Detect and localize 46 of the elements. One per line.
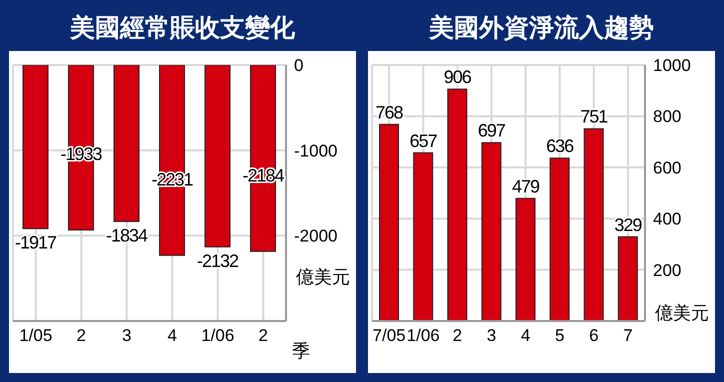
chart-title: 美國外資淨流入趨勢 [368, 9, 715, 51]
data-label: -2132 [196, 250, 240, 271]
bar [516, 198, 536, 321]
data-label: 906 [444, 67, 472, 88]
x-tick-label: 3 [486, 326, 496, 346]
chart-title: 美國經常賬收支變化 [9, 9, 356, 51]
y-tick-label: 200 [653, 260, 682, 280]
data-label: -1834 [106, 226, 148, 246]
x-tick-label: 1/05 [19, 326, 52, 346]
data-label: 657 [410, 130, 438, 151]
x-tick-label: 3 [122, 326, 132, 346]
y-tick-label: 600 [653, 158, 682, 178]
x-tick-label: 5 [554, 326, 564, 346]
bar [550, 158, 570, 321]
x-tick-label: 7/05 [372, 326, 406, 346]
data-label: 768 [375, 102, 404, 122]
y-tick-label: 0 [294, 56, 304, 76]
x-tick-label: 6 [589, 326, 599, 346]
bar [618, 236, 638, 321]
bar [481, 142, 502, 321]
x-tick-label: 1/06 [201, 326, 234, 346]
x-axis-title: 季 [292, 340, 310, 363]
data-label: 697 [478, 120, 506, 141]
x-tick-label: 2 [258, 326, 268, 346]
y-tick-label: 800 [653, 107, 682, 126]
x-tick-label: 4 [520, 326, 530, 346]
bar [413, 152, 434, 321]
data-label: -1917 [14, 232, 58, 253]
data-label: 329 [614, 214, 642, 235]
y-tick-label: 1000 [653, 56, 691, 76]
x-tick-label: 2 [452, 326, 462, 346]
y-axis-title: 億美元 [655, 302, 709, 325]
x-tick-label: 7 [623, 326, 633, 346]
data-label: 636 [546, 136, 574, 156]
x-tick-label: 2 [76, 326, 86, 346]
data-label: 479 [512, 176, 540, 196]
x-tick-label: 4 [168, 326, 177, 346]
y-axis-title: 億美元 [296, 266, 350, 289]
x-tick-label: 1/06 [406, 326, 440, 346]
y-tick-label: -2000 [294, 226, 338, 246]
y-tick-label: 400 [653, 210, 682, 229]
y-tick-label: -1000 [294, 141, 338, 160]
data-label: 751 [580, 106, 608, 127]
bar [447, 88, 468, 321]
bar [379, 124, 400, 321]
bar [584, 128, 604, 321]
